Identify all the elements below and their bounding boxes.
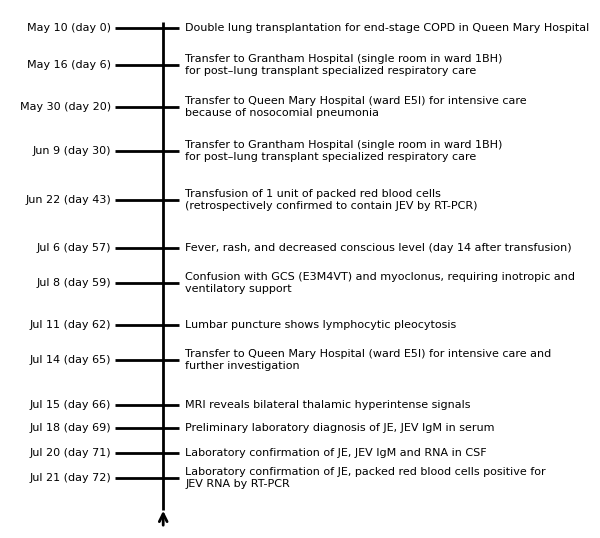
Text: Fever, rash, and decreased conscious level (day 14 after transfusion): Fever, rash, and decreased conscious lev… <box>185 243 572 253</box>
Text: Transfer to Queen Mary Hospital (ward E5I) for intensive care: Transfer to Queen Mary Hospital (ward E5… <box>185 96 527 106</box>
Text: Jul 15 (day 66): Jul 15 (day 66) <box>30 400 111 410</box>
Text: Preliminary laboratory diagnosis of JE, JEV IgM in serum: Preliminary laboratory diagnosis of JE, … <box>185 423 495 433</box>
Text: Double lung transplantation for end-stage COPD in Queen Mary Hospital: Double lung transplantation for end-stag… <box>185 23 589 33</box>
Text: (retrospectively confirmed to contain JEV by RT-PCR): (retrospectively confirmed to contain JE… <box>185 201 478 211</box>
Text: Laboratory confirmation of JE, packed red blood cells positive for: Laboratory confirmation of JE, packed re… <box>185 467 546 477</box>
Text: Jul 21 (day 72): Jul 21 (day 72) <box>29 473 111 483</box>
Text: Jun 22 (day 43): Jun 22 (day 43) <box>25 195 111 205</box>
Text: JEV RNA by RT-PCR: JEV RNA by RT-PCR <box>185 479 290 489</box>
Text: Confusion with GCS (E3M4VT) and myoclonus, requiring inotropic and: Confusion with GCS (E3M4VT) and myoclonu… <box>185 272 575 282</box>
Text: Transfer to Queen Mary Hospital (ward E5I) for intensive care and: Transfer to Queen Mary Hospital (ward E5… <box>185 349 551 359</box>
Text: MRI reveals bilateral thalamic hyperintense signals: MRI reveals bilateral thalamic hyperinte… <box>185 400 471 410</box>
Text: Jun 9 (day 30): Jun 9 (day 30) <box>33 146 111 156</box>
Text: Jul 8 (day 59): Jul 8 (day 59) <box>37 278 111 288</box>
Text: for post–lung transplant specialized respiratory care: for post–lung transplant specialized res… <box>185 66 476 76</box>
Text: for post–lung transplant specialized respiratory care: for post–lung transplant specialized res… <box>185 152 476 162</box>
Text: Laboratory confirmation of JE, JEV IgM and RNA in CSF: Laboratory confirmation of JE, JEV IgM a… <box>185 448 487 458</box>
Text: Transfer to Grantham Hospital (single room in ward 1BH): Transfer to Grantham Hospital (single ro… <box>185 54 503 64</box>
Text: Transfusion of 1 unit of packed red blood cells: Transfusion of 1 unit of packed red bloo… <box>185 189 441 199</box>
Text: May 16 (day 6): May 16 (day 6) <box>27 60 111 70</box>
Text: further investigation: further investigation <box>185 361 300 371</box>
Text: May 10 (day 0): May 10 (day 0) <box>27 23 111 33</box>
Text: Jul 14 (day 65): Jul 14 (day 65) <box>30 355 111 365</box>
Text: Transfer to Grantham Hospital (single room in ward 1BH): Transfer to Grantham Hospital (single ro… <box>185 140 503 150</box>
Text: May 30 (day 20): May 30 (day 20) <box>20 102 111 112</box>
Text: because of nosocomial pneumonia: because of nosocomial pneumonia <box>185 108 379 118</box>
Text: ventilatory support: ventilatory support <box>185 284 292 294</box>
Text: Jul 11 (day 62): Jul 11 (day 62) <box>30 320 111 330</box>
Text: Jul 18 (day 69): Jul 18 (day 69) <box>29 423 111 433</box>
Text: Jul 6 (day 57): Jul 6 (day 57) <box>37 243 111 253</box>
Text: Jul 20 (day 71): Jul 20 (day 71) <box>29 448 111 458</box>
Text: Lumbar puncture shows lymphocytic pleocytosis: Lumbar puncture shows lymphocytic pleocy… <box>185 320 457 330</box>
